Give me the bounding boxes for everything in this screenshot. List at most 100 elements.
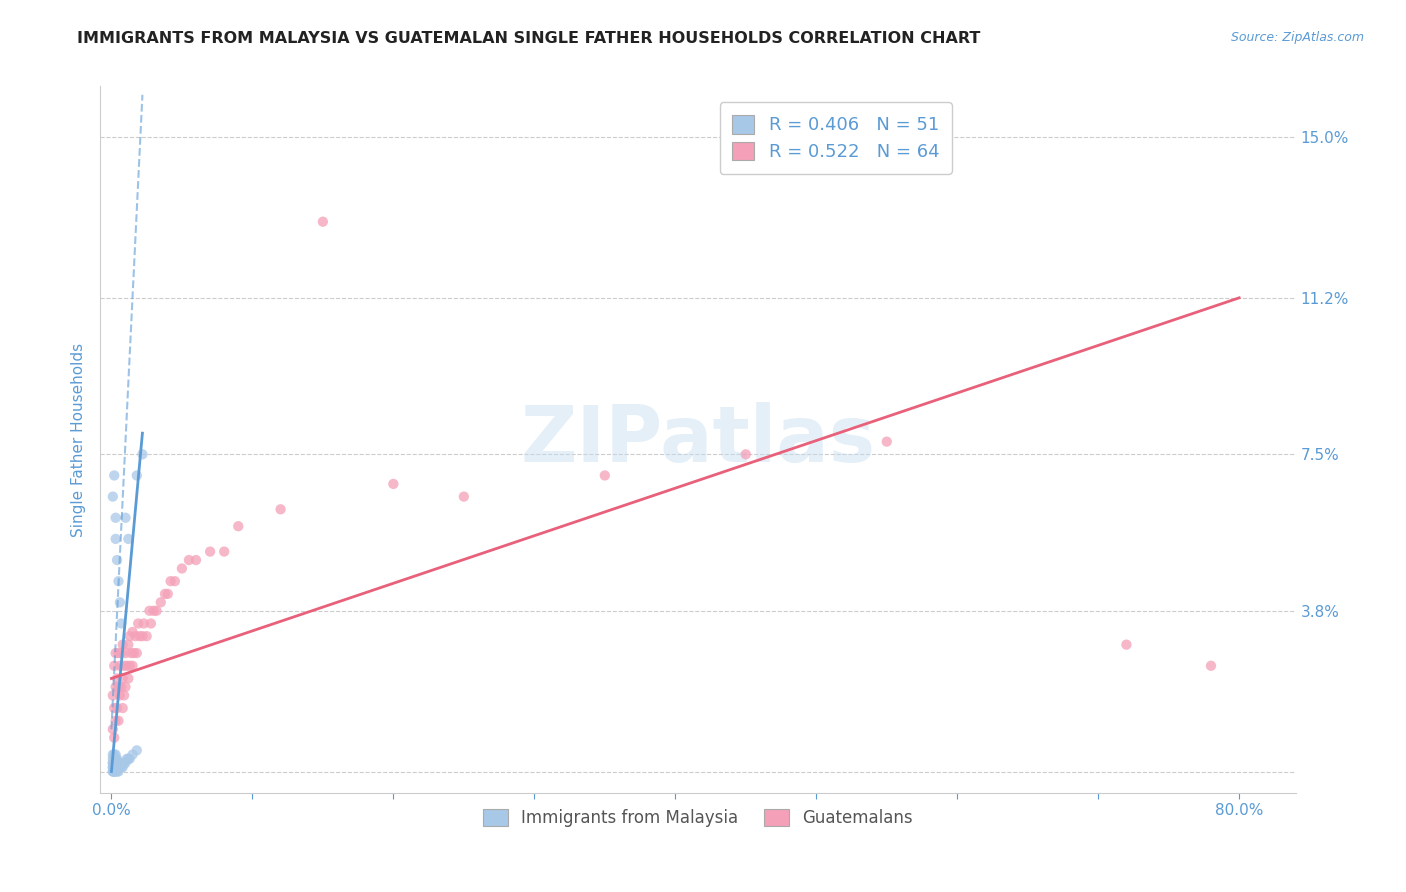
Point (101, 723, 124, 737)
Point (105, 553, 128, 567)
Point (138, 604, 160, 618)
Point (170, 561, 193, 575)
Point (107, 764, 129, 779)
Point (453, 490, 475, 504)
Point (111, 760, 134, 774)
Point (103, 760, 125, 774)
Legend: Immigrants from Malaysia, Guatemalans: Immigrants from Malaysia, Guatemalans (477, 802, 920, 834)
Point (121, 747, 143, 762)
Point (876, 434, 898, 449)
Point (117, 752, 139, 766)
Point (105, 756, 128, 770)
Point (127, 616, 149, 631)
Point (139, 616, 162, 631)
Point (110, 616, 132, 631)
Point (103, 747, 125, 762)
Point (107, 760, 129, 774)
Point (107, 646, 129, 660)
Point (734, 447, 756, 461)
Point (124, 629, 146, 643)
Point (105, 701, 128, 715)
Point (108, 760, 131, 774)
Point (142, 604, 165, 618)
Point (105, 764, 128, 779)
Point (103, 764, 125, 779)
Point (112, 756, 135, 770)
Point (104, 680, 127, 694)
Point (108, 658, 131, 673)
Point (128, 629, 150, 643)
Point (114, 680, 136, 694)
Point (270, 502, 292, 516)
Point (163, 574, 186, 589)
Point (132, 616, 155, 631)
Point (101, 490, 124, 504)
Point (121, 624, 143, 639)
Point (118, 658, 141, 673)
Point (105, 672, 128, 686)
Point (117, 532, 139, 546)
Point (107, 574, 129, 589)
Point (103, 752, 125, 766)
Point (111, 638, 134, 652)
Point (101, 756, 124, 770)
Point (131, 629, 153, 643)
Point (101, 752, 124, 766)
Point (104, 760, 127, 774)
Point (103, 701, 125, 715)
Text: Source: ZipAtlas.com: Source: ZipAtlas.com (1230, 31, 1364, 45)
Point (103, 756, 125, 770)
Point (112, 658, 135, 673)
Point (104, 747, 127, 762)
Point (105, 760, 128, 774)
Point (115, 752, 138, 766)
Point (149, 595, 172, 609)
Point (121, 658, 143, 673)
Point (117, 672, 139, 686)
Point (212, 544, 235, 558)
Y-axis label: Single Father Households: Single Father Households (72, 343, 86, 537)
Point (159, 574, 181, 589)
Point (382, 477, 405, 491)
Point (118, 629, 141, 643)
Point (198, 544, 221, 558)
Point (1199, 658, 1222, 673)
Point (103, 468, 125, 483)
Point (112, 689, 135, 703)
Point (101, 764, 124, 779)
Point (104, 532, 127, 546)
Point (135, 629, 157, 643)
Point (101, 747, 124, 762)
Point (107, 680, 129, 694)
Point (105, 752, 128, 766)
Point (103, 764, 125, 779)
Point (110, 680, 132, 694)
Point (103, 658, 125, 673)
Point (104, 764, 127, 779)
Point (111, 701, 134, 715)
Point (156, 587, 179, 601)
Point (117, 638, 139, 652)
Point (114, 756, 136, 770)
Point (107, 756, 129, 770)
Point (108, 756, 131, 770)
Point (108, 689, 131, 703)
Point (115, 658, 138, 673)
Point (104, 752, 127, 766)
Point (101, 756, 124, 770)
Point (122, 646, 145, 660)
Point (110, 646, 132, 660)
Point (108, 595, 131, 609)
Point (101, 760, 124, 774)
Point (104, 646, 127, 660)
Point (145, 604, 167, 618)
Point (114, 510, 136, 524)
Point (111, 672, 134, 686)
Point (104, 510, 127, 524)
Point (125, 646, 148, 660)
Point (125, 468, 148, 483)
Point (184, 553, 207, 567)
Point (104, 756, 127, 770)
Point (110, 756, 132, 770)
Point (226, 519, 249, 533)
